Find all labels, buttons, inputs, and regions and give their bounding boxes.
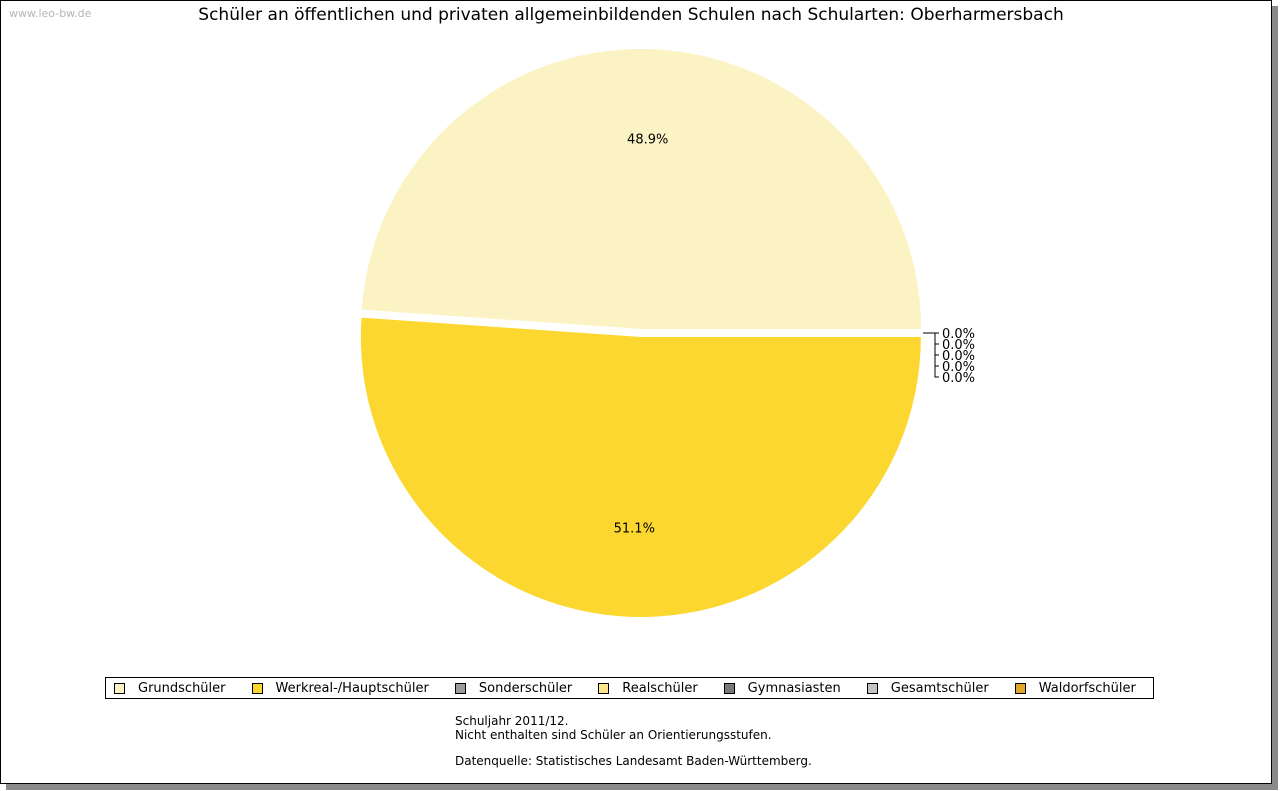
slice-label-sonderschüler: 0.0% — [942, 327, 975, 342]
pie-slice-werkreal-hauptschüler — [360, 317, 921, 617]
legend-item-gesamtschüler: Gesamtschüler — [866, 680, 989, 696]
legend-swatch — [251, 682, 263, 694]
legend-item-sonderschüler: Sonderschüler — [454, 680, 573, 696]
legend-swatch — [114, 682, 125, 694]
note-exclusion: Nicht enthalten sind Schüler an Orientie… — [455, 728, 772, 742]
pie-chart: 48.9%51.1%0.0%0.0%0.0%0.0%0.0% — [360, 49, 975, 617]
legend-item-waldorfschüler: Waldorfschüler — [1014, 680, 1136, 696]
chart-title: Schüler an öffentlichen und privaten all… — [198, 5, 1064, 25]
slice-label-grundschüler: 48.9% — [627, 133, 668, 148]
legend-swatch — [723, 682, 735, 694]
slice-label-gesamtschüler: 0.0% — [942, 360, 975, 375]
note-source: Datenquelle: Statistisches Landesamt Bad… — [455, 754, 812, 768]
slice-label-werkreal-hauptschüler: 51.1% — [614, 521, 655, 536]
legend-swatch — [866, 682, 878, 694]
note-school-year: Schuljahr 2011/12. — [455, 714, 569, 728]
leader-line-realschüler — [923, 332, 939, 345]
legend-item-werkreal-hauptschüler: Werkreal-/Hauptschüler — [251, 680, 429, 696]
legend-label: Realschüler — [622, 680, 698, 696]
watermark: www.leo-bw.de — [9, 7, 92, 20]
slice-label-waldorfschüler: 0.0% — [942, 371, 975, 386]
slice-label-gymnasiasten: 0.0% — [942, 349, 975, 364]
legend-swatch — [598, 682, 610, 694]
pie-slice-grundschüler — [361, 49, 922, 330]
legend-item-realschüler: Realschüler — [598, 680, 698, 696]
legend-swatch — [1014, 682, 1026, 694]
leader-line-gesamtschüler — [923, 332, 939, 367]
slice-label-realschüler: 0.0% — [942, 338, 975, 353]
legend-item-grundschüler: Grundschüler — [114, 681, 226, 696]
legend: Grundschüler Werkreal-/Hauptschüler Sonder… — [105, 677, 1154, 699]
leader-line-waldorfschüler — [923, 332, 939, 378]
notes: Schuljahr 2011/12. Nicht enthalten sind … — [455, 714, 812, 768]
legend-label: Grundschüler — [138, 680, 226, 696]
legend-label: Gesamtschüler — [890, 680, 989, 696]
legend-label: Sonderschüler — [478, 680, 573, 696]
legend-label: Werkreal-/Hauptschüler — [275, 680, 429, 696]
legend-item-gymnasiasten: Gymnasiasten — [723, 680, 841, 696]
legend-label: Gymnasiasten — [747, 680, 841, 696]
legend-swatch — [454, 682, 466, 694]
legend-label: Waldorfschüler — [1038, 680, 1136, 696]
